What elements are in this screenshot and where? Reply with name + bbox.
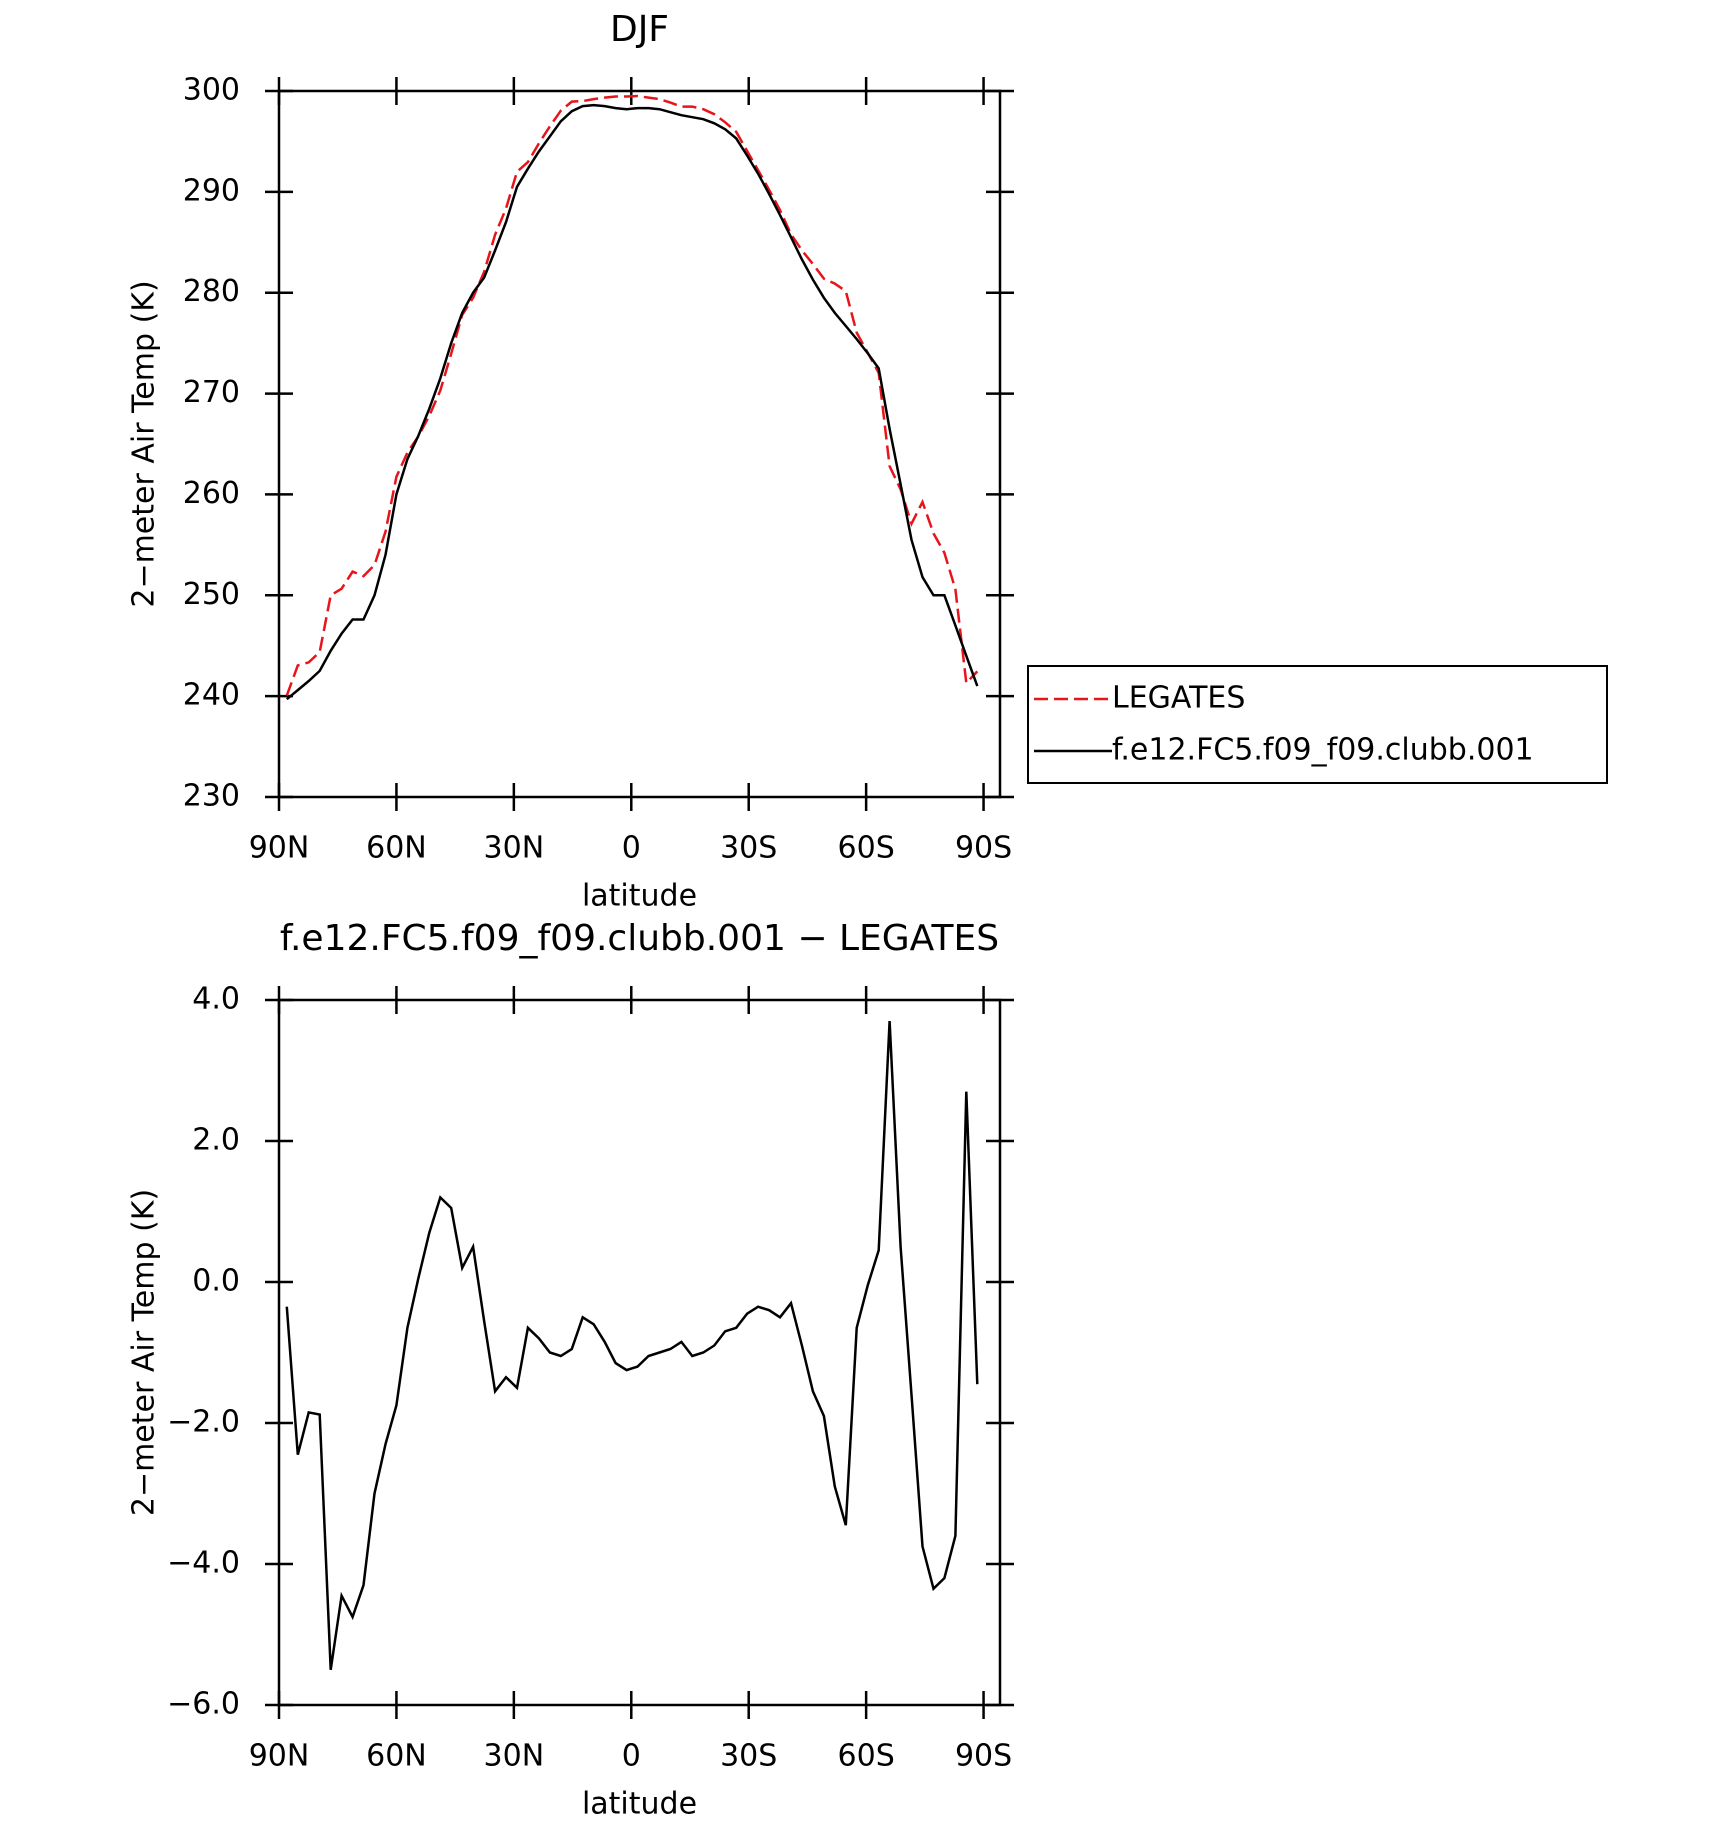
chart-title: DJF	[610, 9, 669, 50]
data-line	[285, 1021, 979, 1670]
y-axis-title: 2−meter Air Temp (K)	[127, 280, 162, 607]
y-tick-label: 300	[183, 73, 240, 108]
x-tick-label: 0	[622, 1739, 641, 1774]
y-tick-label: 290	[183, 173, 240, 208]
y-axis-title: 2−meter Air Temp (K)	[127, 1189, 162, 1516]
x-tick-label: 60S	[838, 1739, 895, 1774]
y-tick-label: 270	[183, 375, 240, 410]
plot-frame	[277, 89, 1002, 799]
x-tick-label: 60S	[838, 831, 895, 866]
chart-title: f.e12.FC5.f09_f09.clubb.001 − LEGATES	[280, 918, 999, 959]
x-tick-label: 60N	[366, 1739, 427, 1774]
x-axis-title: latitude	[582, 879, 697, 914]
x-tick-label: 90S	[955, 1739, 1012, 1774]
y-tick-label: 240	[183, 678, 240, 713]
x-tick-label: 90S	[955, 831, 1012, 866]
y-tick-label: −4.0	[167, 1546, 240, 1581]
legend-label: f.e12.FC5.f09_f09.clubb.001	[1112, 733, 1534, 768]
legend-box	[1027, 665, 1608, 784]
x-tick-label: 30N	[484, 831, 545, 866]
y-tick-label: 250	[183, 577, 240, 612]
x-tick-label: 60N	[366, 831, 427, 866]
x-tick-label: 30N	[484, 1739, 545, 1774]
x-tick-label: 30S	[720, 831, 777, 866]
x-axis-title: latitude	[582, 1787, 697, 1822]
data-line	[286, 103, 979, 701]
legend-label: LEGATES	[1112, 681, 1245, 716]
x-tick-label: 0	[622, 831, 641, 866]
x-tick-label: 30S	[720, 1739, 777, 1774]
y-tick-label: 4.0	[192, 982, 240, 1017]
y-tick-label: 260	[183, 476, 240, 511]
y-tick-label: 280	[183, 274, 240, 309]
y-tick-label: −2.0	[167, 1405, 240, 1440]
plot-frame	[277, 998, 1002, 1707]
x-tick-label: 90N	[249, 1739, 310, 1774]
y-tick-label: 2.0	[192, 1123, 240, 1158]
y-tick-label: 0.0	[192, 1264, 240, 1299]
y-tick-label: 230	[183, 779, 240, 814]
x-tick-label: 90N	[249, 831, 310, 866]
y-tick-label: −6.0	[167, 1687, 240, 1722]
data-line	[285, 94, 979, 697]
